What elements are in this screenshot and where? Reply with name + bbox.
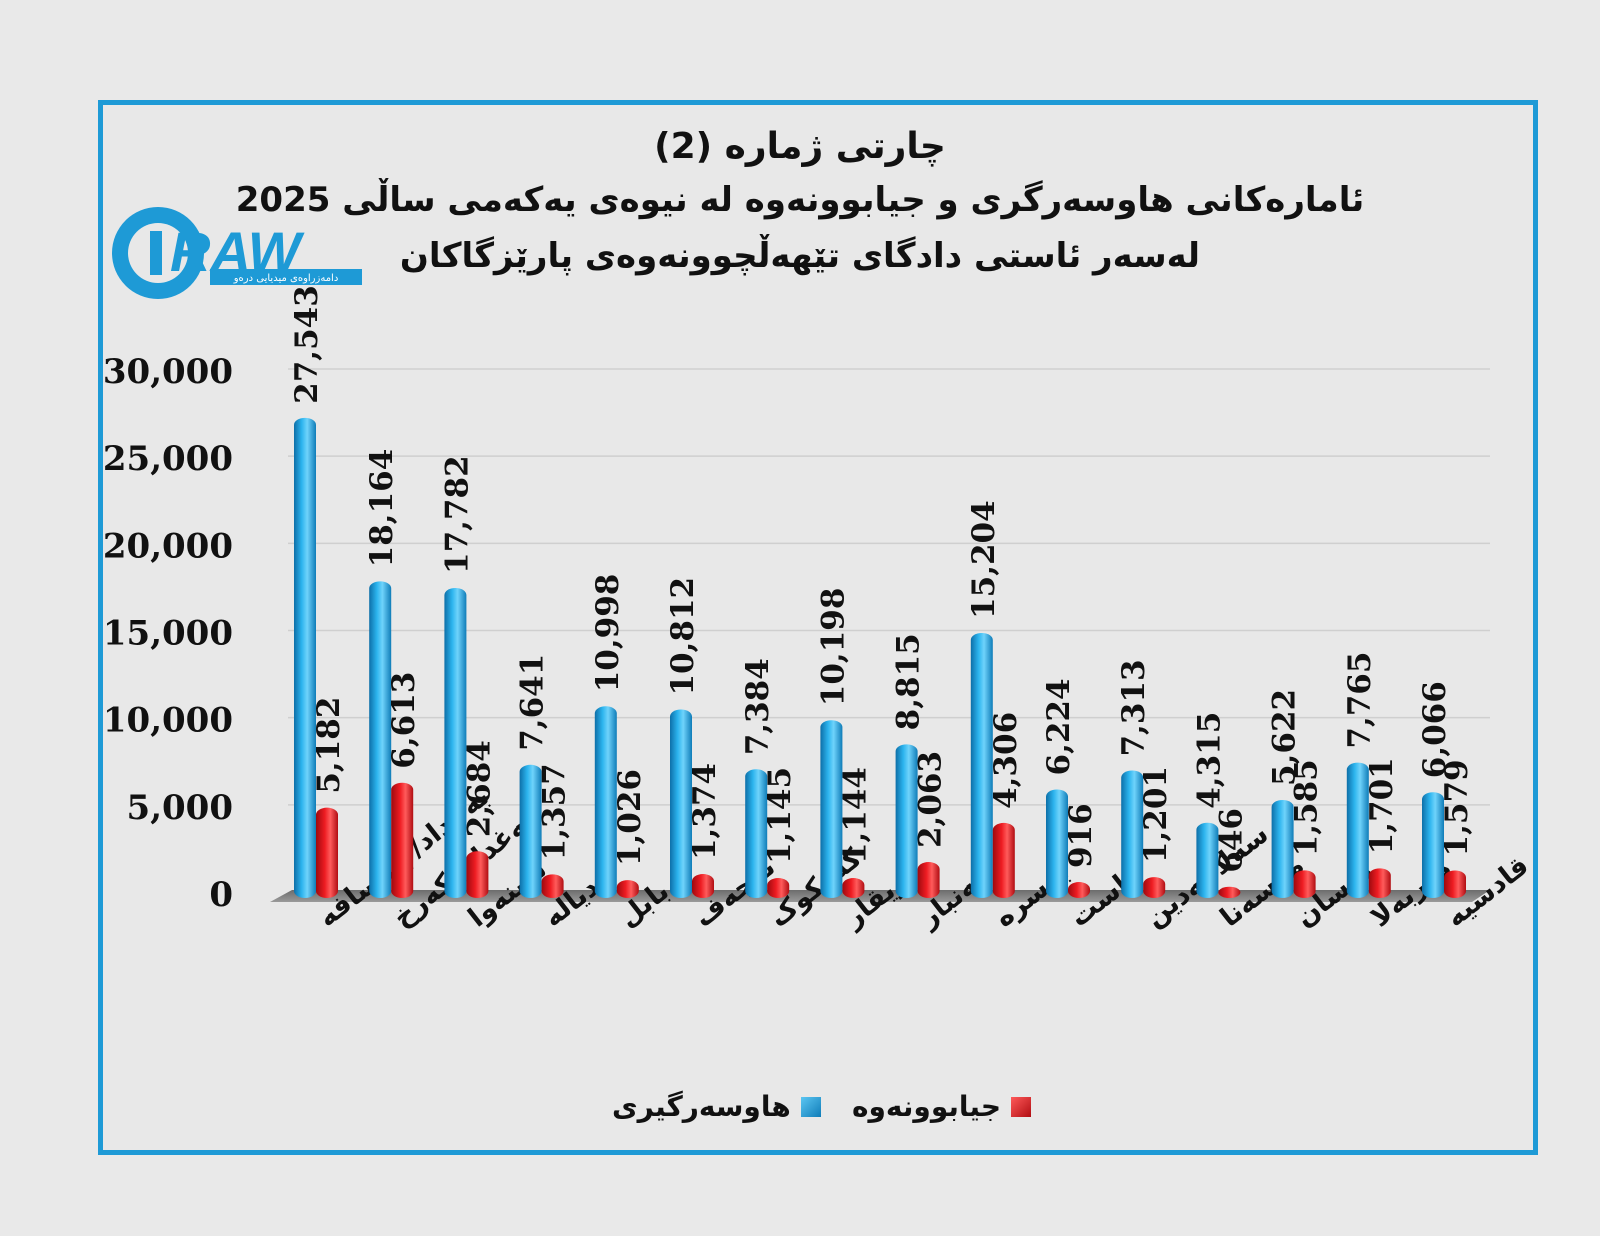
bar-marriage [1121,770,1144,898]
data-label-marriage: 7,384 [740,658,776,755]
data-label-divorce: 1,145 [762,767,798,864]
data-label-divorce: 1,357 [537,763,573,860]
bar-marriage [670,709,692,898]
bar-divorce [1218,886,1241,898]
data-label-divorce: 646 [1213,808,1249,873]
legend-swatch-divorce [1011,1096,1032,1117]
bar-divorce [917,862,940,898]
bar-divorce [1293,870,1316,898]
draw-logo: RAW دامەزراوەی میدیایی درەو [112,207,362,299]
data-label-divorce: 1,579 [1439,759,1475,856]
bar-divorce [541,874,564,898]
data-label-marriage: 10,998 [590,574,626,693]
data-label-marriage: 7,641 [515,654,551,751]
y-tick-label: 20,000 [103,526,233,566]
data-label-divorce: 2,063 [913,751,949,848]
data-label-marriage: 10,198 [815,588,851,707]
bar-marriage [1346,762,1369,898]
bar-marriage [1271,799,1294,898]
y-tick-label: 10,000 [103,701,233,741]
bar-marriage [294,417,316,898]
data-label-divorce: 1,026 [612,769,648,866]
data-label-divorce: 1,374 [687,763,723,860]
data-label-marriage: 8,815 [891,633,927,730]
svg-text:دامەزراوەی میدیایی درەو: دامەزراوەی میدیایی درەو [233,273,339,284]
bar-divorce [842,878,865,898]
legend-swatch-marriage [800,1096,821,1117]
legend-label-marriage: هاوسەرگیری [612,1090,791,1123]
data-label-marriage: 6,224 [1041,678,1077,775]
bar-divorce [391,782,414,898]
data-label-divorce: 1,144 [837,767,873,864]
chart-subtitle: ئامارەکانی هاوسەرگری و جیابوونەوە لە نیو… [235,180,1365,220]
data-label-marriage: 15,204 [966,500,1002,619]
bar-marriage [444,588,467,898]
legend-item-divorce: جیابوونەوە [852,1090,1032,1123]
bar-marriage [1422,792,1444,898]
data-label-marriage: 5,622 [1267,689,1303,786]
bar-marriage [1046,789,1068,898]
data-label-divorce: 2,684 [461,740,497,837]
data-label-divorce: 5,182 [311,697,347,794]
bar-divorce [1068,882,1090,898]
data-label-marriage: 18,164 [364,449,400,568]
chart-title: چارتی ژمارە (2) [654,126,946,167]
data-label-divorce: 1,701 [1364,757,1400,854]
bar-divorce [1444,870,1466,898]
y-tick-label: 5,000 [127,788,233,828]
bar-marriage [1196,822,1219,898]
y-tick-label: 30,000 [103,352,233,392]
data-label-marriage: 7,765 [1342,652,1378,749]
bar-divorce [1143,877,1166,898]
bar-divorce [992,822,1015,898]
bar-divorce [767,878,790,898]
bar-divorce [692,874,714,898]
bar-marriage [594,706,617,898]
data-label-divorce: 6,613 [386,672,422,769]
data-label-divorce: 4,306 [988,712,1024,809]
legend-label-divorce: جیابوونەوە [852,1090,1002,1123]
bar-divorce [1368,868,1391,898]
chart-subtitle-2: لەسەر ئاستی دادگای تێهەڵچوونەوەی پارێزگا… [399,236,1201,276]
data-label-marriage: 4,315 [1191,712,1227,809]
chart-floor [270,890,1490,902]
data-label-marriage: 17,782 [439,455,475,574]
bar-marriage [369,581,392,898]
data-label-marriage: 7,313 [1116,659,1152,756]
data-label-divorce: 1,585 [1289,759,1325,856]
bar-marriage [519,764,542,898]
data-label-divorce: 1,201 [1138,766,1174,863]
y-tick-label: 0 [209,875,233,915]
data-label-marriage: 10,812 [665,577,701,696]
y-tick-label: 25,000 [103,439,233,479]
bar-divorce [466,851,489,898]
data-label-marriage: 6,066 [1417,681,1453,778]
bar-divorce [316,807,338,898]
data-label-divorce: 916 [1063,803,1099,868]
bar-divorce [616,880,639,898]
legend-item-marriage: هاوسەرگیری [612,1090,821,1123]
bar-marriage [895,744,918,898]
bar-marriage [745,769,768,898]
data-label-marriage: 27,543 [289,285,325,404]
bar-marriage [970,632,993,898]
y-tick-label: 15,000 [103,614,233,654]
bar-marriage [820,720,843,898]
